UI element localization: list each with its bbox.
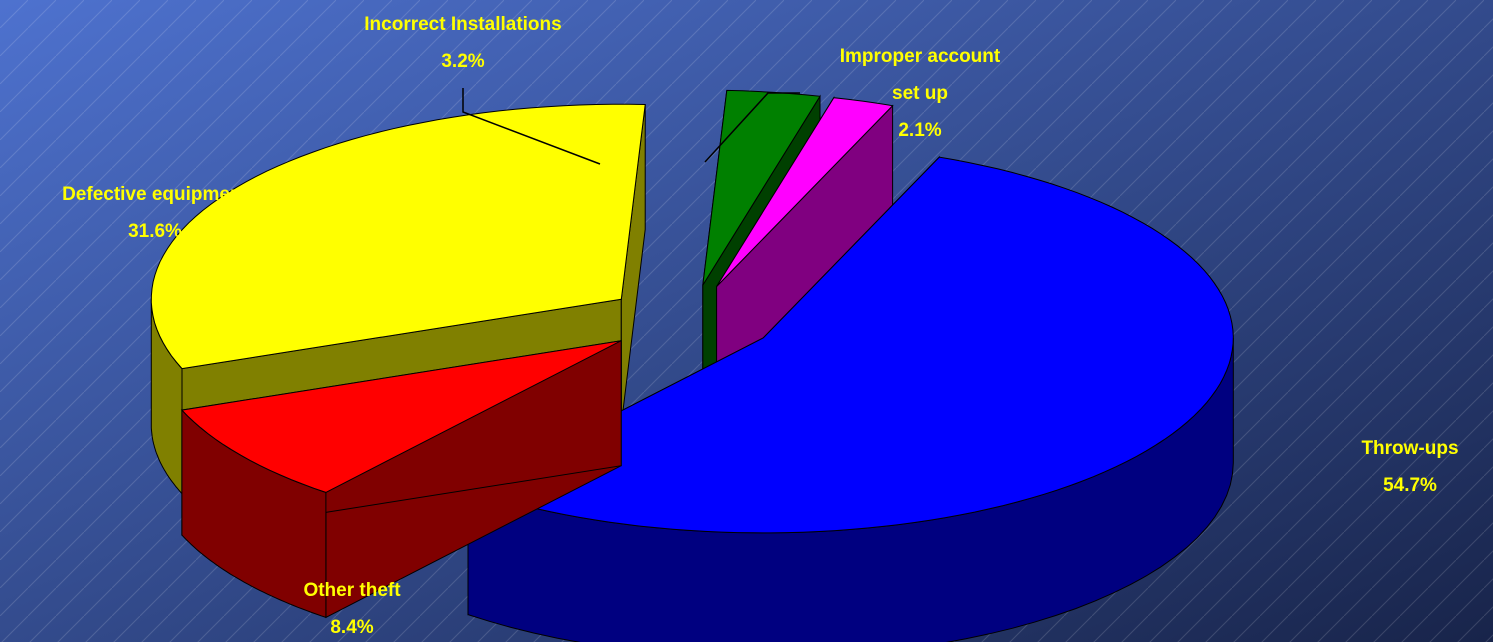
slice-label: Throw-ups 54.7% [1300,430,1493,504]
slice-top [180,340,622,493]
slice [466,155,1234,642]
slice-top [716,97,894,287]
category-label: Throw-ups [1361,438,1459,459]
slice-label: Incorrect Installations 3.2% [313,6,613,80]
category-label: Incorrect Installations [364,14,562,35]
slice-label: Improper account set up 2.1% [790,38,1050,149]
leader-line [462,88,601,165]
category-label: Defective equipment [62,184,248,205]
category-label: Improper account set up [839,46,1001,104]
pie [150,89,1234,642]
value-label: 31.6% [128,221,182,242]
slice [716,95,894,414]
slice-top [150,103,646,370]
value-label: 2.1% [898,120,942,141]
value-label: 8.4% [330,617,374,638]
slice-top [466,156,1234,534]
slice-label: Other theft 8.4% [232,572,472,642]
category-label: Other theft [303,580,401,601]
leader-line [704,92,800,163]
slice [180,339,622,619]
value-label: 54.7% [1383,475,1437,496]
slice-label: Defective equipment 31.6% [0,176,310,250]
value-label: 3.2% [441,51,485,72]
